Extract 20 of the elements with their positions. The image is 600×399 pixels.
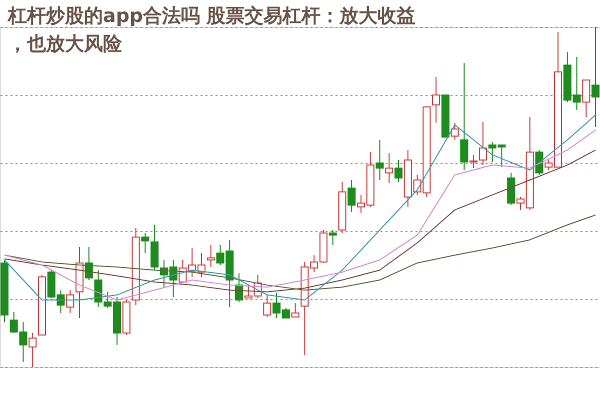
candlestick [328, 229, 337, 246]
candlestick [66, 290, 74, 314]
candlestick [263, 294, 272, 318]
candlestick [470, 154, 478, 169]
chart-title: 杠杆炒股的app合法吗 股票交易杠杆：放大收益，也放大风险 [7, 5, 416, 55]
candlestick [592, 26, 600, 128]
candlestick [28, 332, 37, 368]
candlestick [206, 244, 215, 268]
candlestick [432, 76, 440, 124]
candlestick [141, 232, 150, 254]
candlestick [385, 152, 394, 184]
candlestick [535, 150, 544, 176]
candlestick [460, 62, 468, 171]
candlestick [582, 80, 590, 118]
candlestick [376, 139, 384, 180]
candlestick [291, 302, 300, 318]
candlestick [394, 159, 403, 183]
candlestick [348, 180, 356, 212]
candlestick [450, 122, 459, 140]
candlestick [478, 121, 487, 166]
